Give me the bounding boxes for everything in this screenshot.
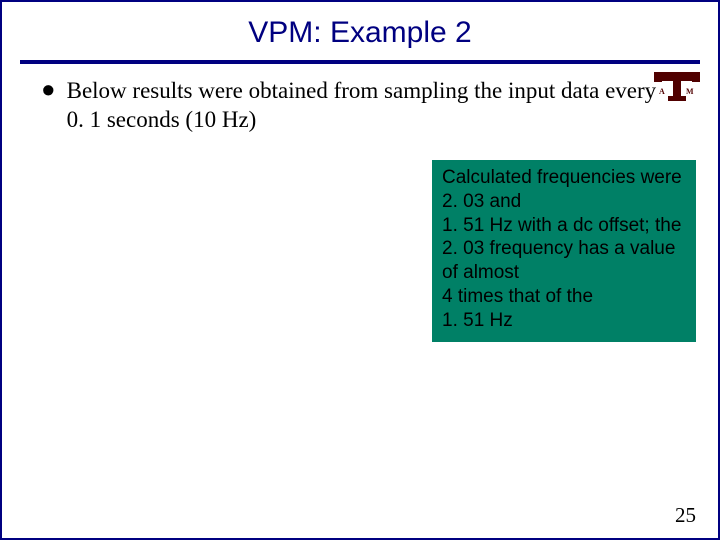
slide-title-area: VPM: Example 2 [2,2,718,60]
texas-am-logo: A M [654,68,700,102]
bullet-marker: • [42,82,55,98]
svg-text:A: A [659,87,665,96]
page-number: 25 [675,503,696,528]
content-area: • Below results were obtained from sampl… [2,64,718,135]
frequency-callout-box: Calculated frequencies were 2. 03 and 1.… [432,160,696,342]
svg-text:M: M [686,87,694,96]
bullet-text: Below results were obtained from samplin… [67,76,678,135]
bullet-item: • Below results were obtained from sampl… [42,76,678,135]
slide-title: VPM: Example 2 [2,16,718,50]
callout-text: Calculated frequencies were 2. 03 and 1.… [442,166,686,332]
